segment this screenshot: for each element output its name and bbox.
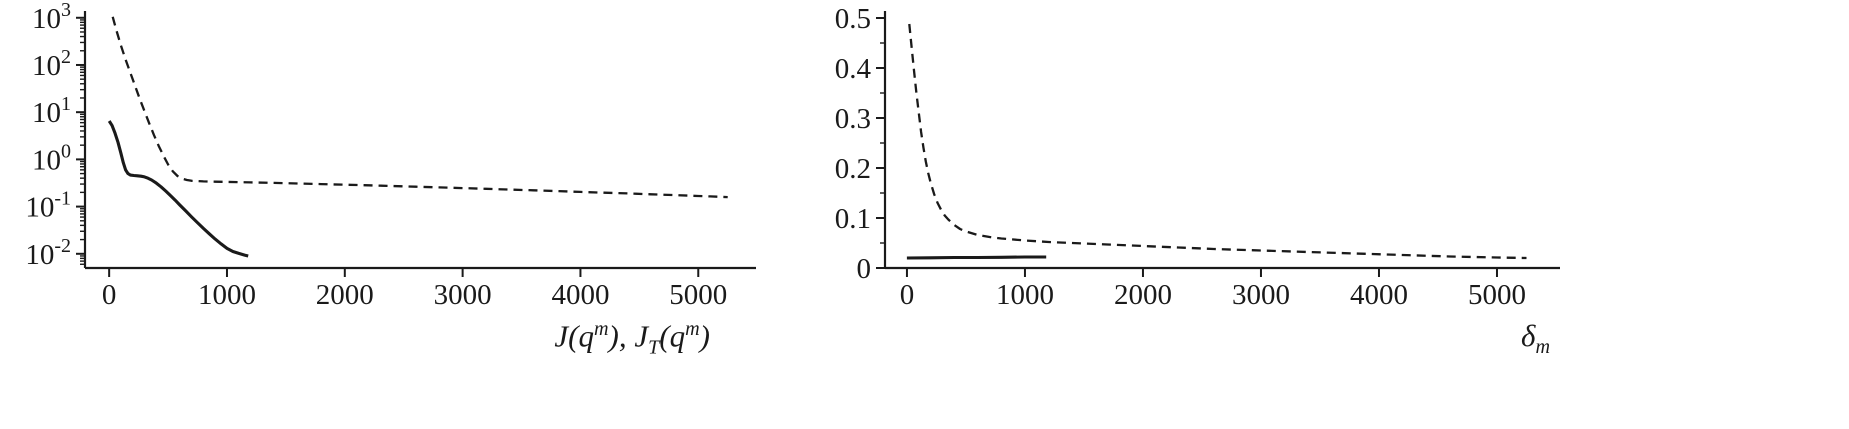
y-tick-label: 0.2 — [835, 153, 871, 185]
y-tick-label: 100 — [32, 140, 71, 176]
x-tick-label: 3000 — [1232, 279, 1290, 311]
x-tick-label: 2000 — [1114, 279, 1172, 311]
axes: 0 1000 2000 3000 4000 5000 10-2 10-1 100 101 102 10… — [25, 0, 756, 311]
chart-delta-plot: 0 1000 2000 3000 4000 5000 0 0.1 0.2 0.3 0.4 0.5 — [835, 3, 1560, 311]
x-axis-label-delta: δm — [1521, 318, 1550, 359]
x-tick-label: 0 — [900, 279, 915, 311]
series-dashed — [111, 16, 728, 199]
y-tick-label: 10-2 — [25, 235, 71, 271]
x-tick-label: 5000 — [669, 279, 727, 311]
chart-delta: 0 1000 2000 3000 4000 5000 0 0.1 0.2 0.3 0.4 0.5 δm — [820, 0, 1580, 429]
x-tick-label: 5000 — [1468, 279, 1526, 311]
series-solid — [107, 120, 249, 258]
x-tick-label: 0 — [102, 279, 117, 311]
x-tick-label: 1000 — [198, 279, 256, 311]
x-tick-label: 3000 — [434, 279, 492, 311]
series-solid — [906, 255, 1047, 260]
chart-objective-function: 0 1000 2000 3000 4000 5000 10-2 10-1 100 101 102 10… — [0, 0, 780, 429]
y-tick-label: 103 — [32, 0, 71, 35]
y-tick-label: 102 — [32, 46, 71, 82]
y-tick-label: 0.1 — [835, 203, 871, 235]
y-tick-label: 0.4 — [835, 53, 872, 85]
y-tick-label: 101 — [32, 93, 71, 129]
y-tick-label: 10-1 — [25, 188, 71, 224]
chart-objective-function-plot: 0 1000 2000 3000 4000 5000 10-2 10-1 100 101 102 10… — [25, 0, 756, 311]
series-dashed — [908, 23, 1527, 260]
x-tick-label: 4000 — [551, 279, 609, 311]
y-tick-label: 0.3 — [835, 103, 871, 135]
y-tick-label: 0 — [857, 253, 872, 285]
x-tick-label: 4000 — [1350, 279, 1408, 311]
axes: 0 1000 2000 3000 4000 5000 0 0.1 0.2 0.3 0.4 0.5 — [835, 3, 1560, 311]
x-tick-label: 2000 — [316, 279, 374, 311]
x-axis-label-objective: J(qm), JT(qm) — [554, 318, 710, 359]
x-tick-label: 1000 — [996, 279, 1054, 311]
y-tick-label: 0.5 — [835, 3, 871, 35]
